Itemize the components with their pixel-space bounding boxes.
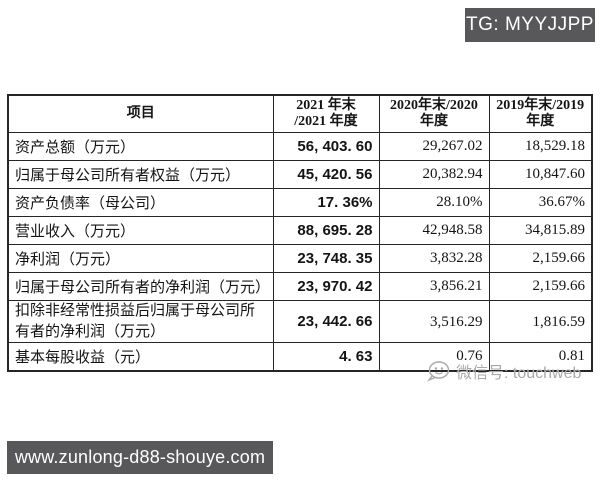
table-row: 资产总额（万元） 56, 403. 60 29,267.02 18,529.18 bbox=[7, 132, 593, 162]
telegram-badge: TG: MYYJJPP bbox=[465, 8, 595, 42]
cell-2020: 3,516.29 bbox=[378, 300, 490, 344]
table-row: 资产负债率（母公司） 17. 36% 28.10% 36.67% bbox=[7, 188, 593, 218]
cell-2021: 56, 403. 60 bbox=[272, 132, 380, 162]
row-label: 净利润（万元） bbox=[7, 244, 274, 274]
cell-2019: 18,529.18 bbox=[488, 132, 593, 162]
header-2020: 2020年末/2020 年度 bbox=[378, 94, 490, 134]
row-label: 归属于母公司所有者的净利润（万元） bbox=[7, 272, 274, 302]
header-line: 年度 bbox=[420, 114, 448, 130]
cell-2019: 34,815.89 bbox=[488, 216, 593, 246]
cell-2019: 1,816.59 bbox=[488, 300, 593, 344]
header-line: 2020年末/2020 bbox=[390, 98, 478, 113]
table-header-row: 项目 2021 年末/2021 年度 2020年末/2020 年度 2019年末/… bbox=[7, 94, 593, 134]
row-label: 归属于母公司所有者权益（万元） bbox=[7, 160, 274, 190]
cell-2021: 23, 748. 35 bbox=[272, 244, 380, 274]
table-row: 扣除非经常性损益后归属于母公司所有者的净利润（万元） 23, 442. 66 3… bbox=[7, 300, 593, 344]
cell-2020: 3,832.28 bbox=[378, 244, 490, 274]
wechat-icon bbox=[426, 360, 452, 382]
table-row: 归属于母公司所有者权益（万元） 45, 420. 56 20,382.94 10… bbox=[7, 160, 593, 190]
row-label: 营业收入（万元） bbox=[7, 216, 274, 246]
cell-2019: 2,159.66 bbox=[488, 272, 593, 302]
financial-table: 项目 2021 年末/2021 年度 2020年末/2020 年度 2019年末/… bbox=[7, 94, 593, 372]
table-row: 营业收入（万元） 88, 695. 28 42,948.58 34,815.89 bbox=[7, 216, 593, 246]
wechat-watermark: 微信号: touchweb bbox=[426, 360, 581, 382]
cell-2020: 42,948.58 bbox=[378, 216, 490, 246]
cell-2019: 0.81 bbox=[488, 342, 593, 372]
row-label: 扣除非经常性损益后归属于母公司所有者的净利润（万元） bbox=[7, 300, 274, 344]
table-row: 净利润（万元） 23, 748. 35 3,832.28 2,159.66 bbox=[7, 244, 593, 274]
table-row: 归属于母公司所有者的净利润（万元） 23, 970. 42 3,856.21 2… bbox=[7, 272, 593, 302]
cell-2020: 20,382.94 bbox=[378, 160, 490, 190]
header-line: /2021 年度 bbox=[294, 114, 358, 130]
site-url-bar: www.zunlong-d88-shouye.com bbox=[7, 441, 273, 474]
header-2021: 2021 年末/2021 年度 bbox=[272, 94, 380, 134]
row-label: 基本每股收益（元） bbox=[7, 342, 274, 372]
cell-2021: 4. 63 bbox=[272, 342, 380, 372]
cell-2021: 88, 695. 28 bbox=[272, 216, 380, 246]
cell-2021: 17. 36% bbox=[272, 188, 380, 218]
cell-2020: 28.10% bbox=[378, 188, 490, 218]
header-2019: 2019年末/2019 年度 bbox=[488, 94, 593, 134]
cell-2020: 3,856.21 bbox=[378, 272, 490, 302]
row-label: 资产负债率（母公司） bbox=[7, 188, 274, 218]
cell-2021: 45, 420. 56 bbox=[272, 160, 380, 190]
cell-2019: 2,159.66 bbox=[488, 244, 593, 274]
header-line: 年度 bbox=[526, 114, 555, 130]
cell-2021: 23, 442. 66 bbox=[272, 300, 380, 344]
cell-2019: 10,847.60 bbox=[488, 160, 593, 190]
cell-2019: 36.67% bbox=[488, 188, 593, 218]
row-label: 资产总额（万元） bbox=[7, 132, 274, 162]
header-item: 项目 bbox=[7, 94, 274, 134]
cell-2020: 29,267.02 bbox=[378, 132, 490, 162]
table-row: 基本每股收益（元） 4. 63 0.76 0.81 bbox=[7, 342, 593, 372]
cell-2021: 23, 970. 42 bbox=[272, 272, 380, 302]
header-line: 2019年末/2019 bbox=[496, 98, 585, 113]
header-line: 2021 年末 bbox=[296, 98, 356, 113]
watermark-text: 微信号: touchweb bbox=[456, 365, 582, 382]
